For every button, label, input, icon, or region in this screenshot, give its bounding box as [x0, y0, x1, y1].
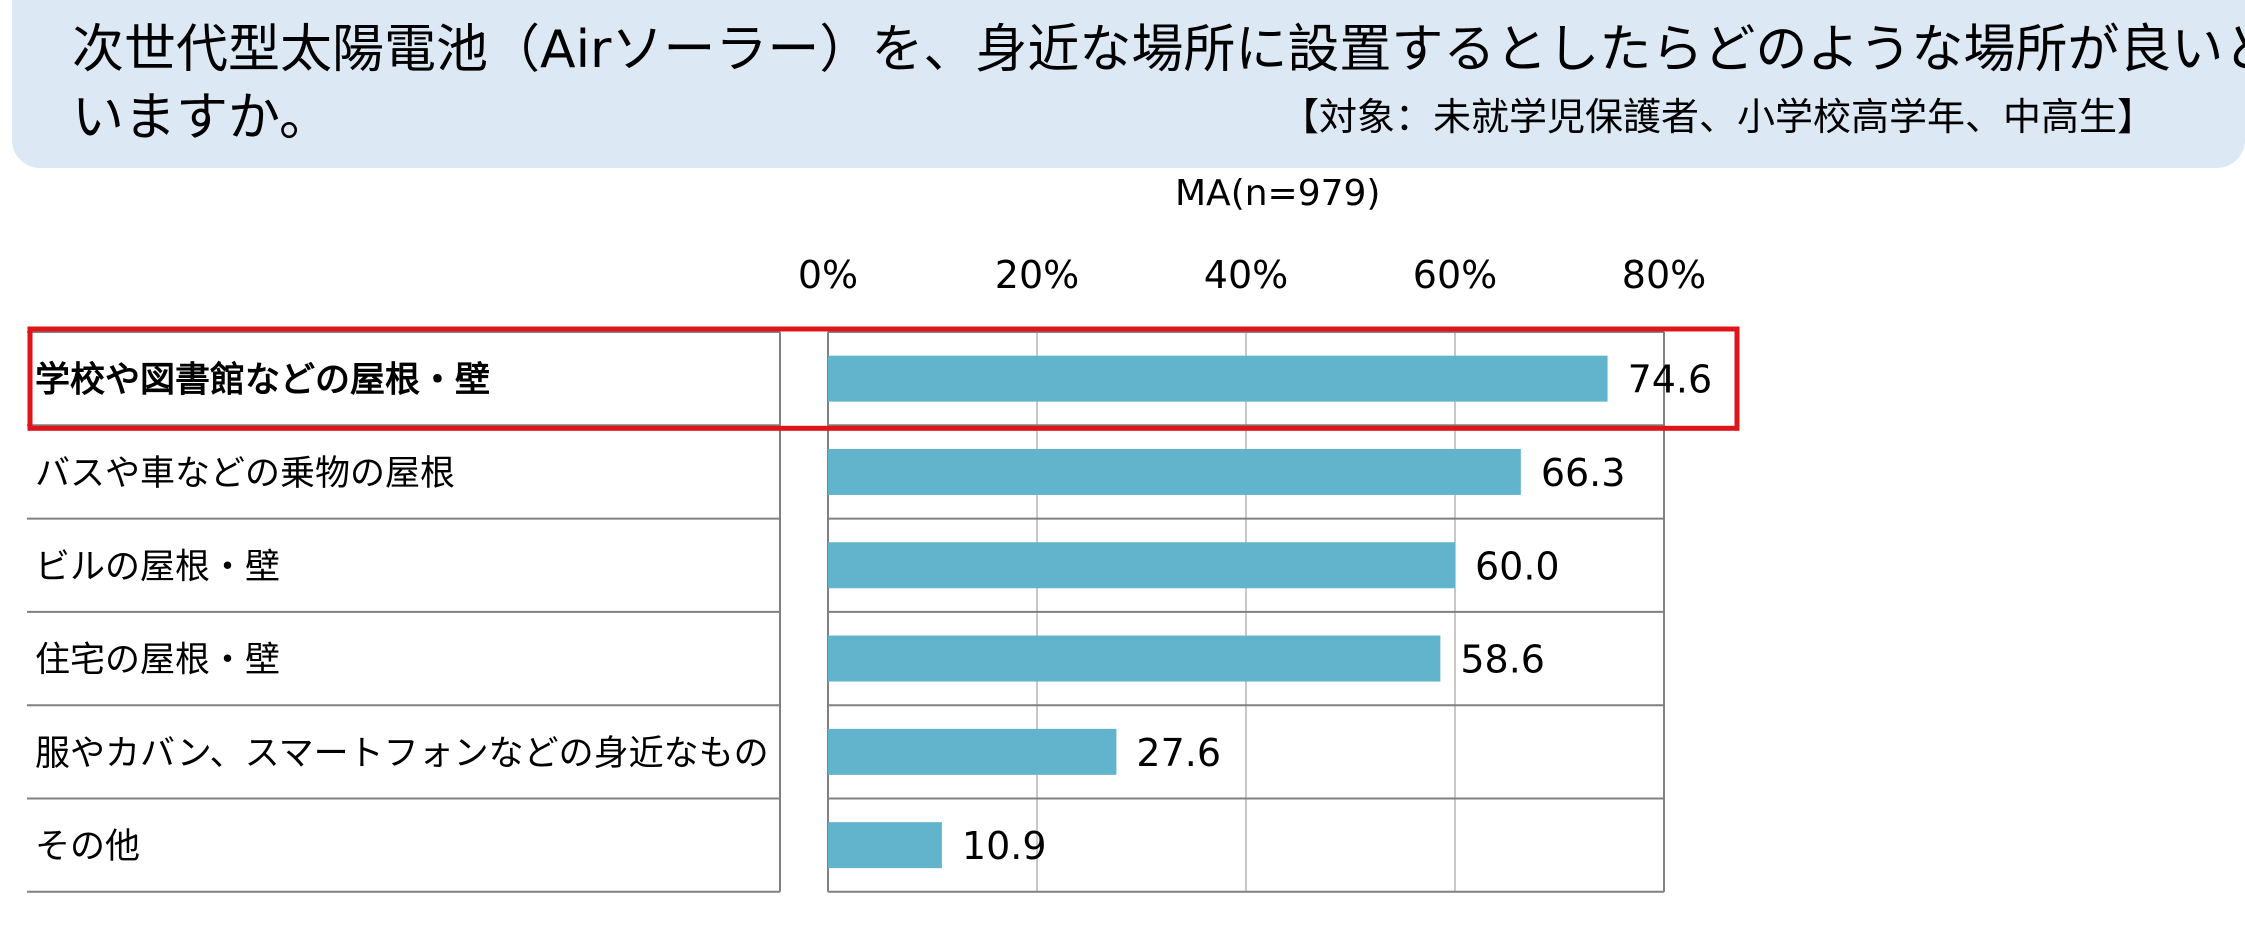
value-label-3: 58.6 [1460, 638, 1545, 682]
question-header [12, 0, 2245, 168]
category-label-4: 服やカバン、スマートフォンなどの身近なもの [35, 734, 769, 774]
category-label-3: 住宅の屋根・壁 [35, 641, 280, 681]
bar-4 [828, 728, 1117, 775]
value-label-4: 27.6 [1136, 731, 1221, 775]
tick-label-4: 80% [1622, 253, 1706, 297]
category-label-0: 学校や図書館などの屋根・壁 [35, 360, 490, 401]
value-label-1: 66.3 [1541, 451, 1626, 495]
target-audience-note: 【対象：未就学児保護者、小学校高学年、中高生】 [1280, 95, 2155, 139]
category-label-1: バスや車などの乗物の屋根 [35, 454, 455, 494]
bar-2 [828, 542, 1455, 589]
question-title-line1: 次世代型太陽電池（Airソーラー）を、身近な場所に設置するとしたらどのような場所… [72, 20, 2245, 80]
bar-1 [828, 448, 1521, 495]
highlight-box [27, 326, 1740, 431]
sample-size-note: MA(n=979) [1175, 173, 1381, 214]
value-label-2: 60.0 [1475, 544, 1560, 588]
tick-label-2: 40% [1204, 253, 1288, 297]
tick-label-0: 0% [798, 253, 858, 297]
value-label-0: 74.6 [1628, 358, 1713, 402]
category-label-2: ビルの屋根・壁 [35, 547, 280, 587]
question-title-line2: いますか。 [72, 88, 331, 148]
value-label-5: 10.9 [962, 824, 1047, 868]
tick-label-1: 20% [995, 253, 1079, 297]
bar-0 [828, 355, 1608, 402]
bar-3 [828, 635, 1441, 682]
bar-5 [828, 822, 942, 869]
tick-label-3: 60% [1413, 253, 1497, 297]
category-label-5: その他 [35, 827, 140, 867]
